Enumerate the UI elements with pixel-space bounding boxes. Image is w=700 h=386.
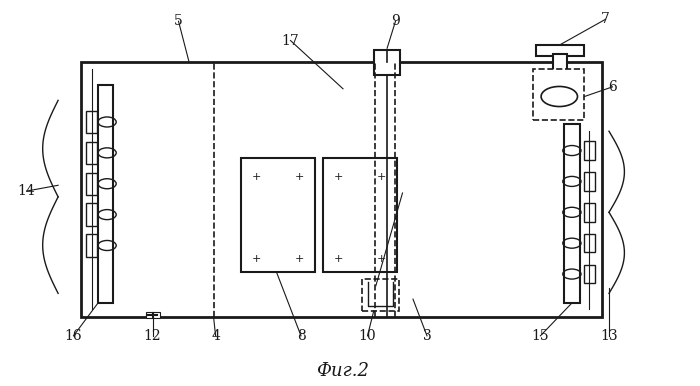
Text: +: + bbox=[295, 172, 304, 182]
Bar bbox=[584, 141, 595, 160]
Bar bbox=[86, 203, 97, 226]
Text: 17: 17 bbox=[281, 34, 300, 47]
Bar bbox=[374, 50, 400, 75]
Text: 14: 14 bbox=[18, 184, 36, 198]
Text: 3: 3 bbox=[423, 329, 431, 343]
Text: +: + bbox=[252, 254, 262, 264]
Text: +: + bbox=[252, 172, 262, 182]
Text: 16: 16 bbox=[64, 329, 83, 343]
Text: 12: 12 bbox=[144, 329, 162, 343]
Text: 8: 8 bbox=[297, 329, 305, 343]
Text: 4: 4 bbox=[211, 329, 220, 343]
Text: 10: 10 bbox=[358, 329, 377, 343]
Text: +: + bbox=[377, 172, 386, 182]
Bar bbox=[584, 265, 595, 283]
Text: 6: 6 bbox=[608, 80, 617, 94]
Bar bbox=[86, 142, 97, 164]
Bar bbox=[146, 312, 160, 318]
Bar bbox=[323, 158, 397, 272]
Bar bbox=[362, 279, 399, 311]
Bar bbox=[584, 203, 595, 222]
Bar bbox=[98, 85, 113, 303]
Bar bbox=[533, 69, 584, 120]
Text: 7: 7 bbox=[601, 12, 610, 26]
Text: 15: 15 bbox=[531, 329, 550, 343]
Bar bbox=[553, 54, 567, 77]
Bar bbox=[564, 124, 580, 303]
Bar bbox=[536, 45, 584, 56]
Text: 5: 5 bbox=[174, 14, 183, 28]
Text: +: + bbox=[334, 254, 344, 264]
Bar bbox=[80, 62, 602, 317]
Bar bbox=[241, 158, 315, 272]
Bar bbox=[584, 172, 595, 191]
Bar bbox=[584, 234, 595, 252]
Bar bbox=[86, 173, 97, 195]
Text: 9: 9 bbox=[391, 14, 400, 28]
Text: +: + bbox=[334, 172, 344, 182]
Bar bbox=[86, 111, 97, 133]
Text: Фиг.2: Фиг.2 bbox=[316, 362, 370, 379]
Bar bbox=[86, 234, 97, 257]
Text: +: + bbox=[295, 254, 304, 264]
Text: 13: 13 bbox=[600, 329, 618, 343]
Text: +: + bbox=[377, 254, 386, 264]
